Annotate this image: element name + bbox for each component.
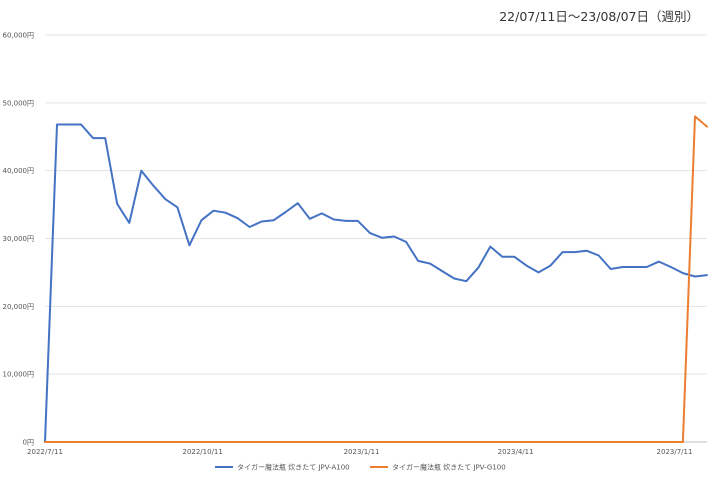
gridlines xyxy=(45,34,707,443)
x-tick-label: 2022/10/11 xyxy=(182,448,222,456)
series-line-2 xyxy=(44,115,708,443)
x-tick-label: 2023/7/11 xyxy=(657,448,693,456)
x-tick-label: 2023/1/11 xyxy=(344,448,380,456)
series-line-1 xyxy=(44,123,708,443)
x-tick-label: 2023/4/11 xyxy=(498,448,534,456)
y-axis-ticks: 0円 10,000円 20,000円 30,000円 40,000円 50,000円 60,… xyxy=(3,32,35,447)
legend-label-2: タイガー魔法瓶 炊きたて JPV-G100 xyxy=(392,463,506,472)
y-tick-label: 40,000円 xyxy=(3,167,35,175)
series-lines xyxy=(44,115,708,443)
x-axis-ticks: 2022/7/11 2022/10/11 2023/1/11 2023/4/11 202… xyxy=(27,448,692,456)
y-tick-label: 50,000円 xyxy=(3,99,35,107)
legend-label-1: タイガー魔法瓶 炊きたて JPV-A100 xyxy=(237,463,350,472)
legend: タイガー魔法瓶 炊きたて JPV-A100 タイガー魔法瓶 炊きたて JPV-G1… xyxy=(215,463,506,472)
y-tick-label: 30,000円 xyxy=(3,235,35,243)
x-tick-label: 2022/7/11 xyxy=(27,448,63,456)
y-tick-label: 10,000円 xyxy=(3,371,35,379)
y-tick-label: 20,000円 xyxy=(3,303,35,311)
y-tick-label: 0円 xyxy=(23,439,34,447)
y-tick-label: 60,000円 xyxy=(3,32,35,40)
chart-subtitle: 22/07/11日～23/08/07日（週別） xyxy=(499,9,699,24)
